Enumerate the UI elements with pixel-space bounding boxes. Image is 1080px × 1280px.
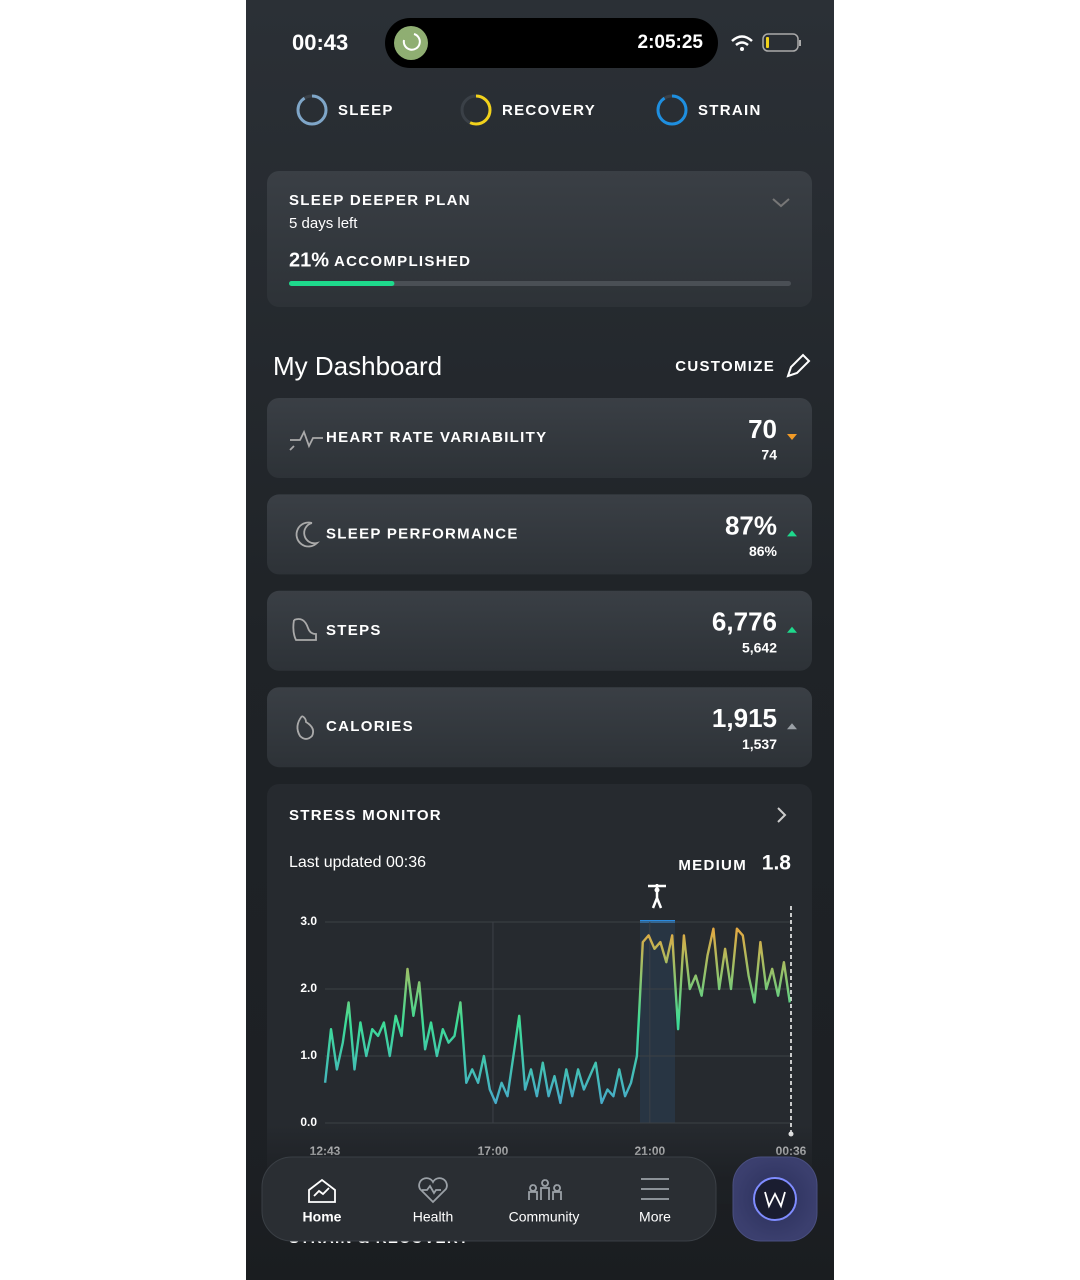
metric-name: HEART RATE VARIABILITY xyxy=(326,429,547,446)
metric-card[interactable] xyxy=(267,398,812,478)
stress-line xyxy=(323,927,791,1105)
metric-card[interactable] xyxy=(267,494,812,575)
tab-label[interactable]: SLEEP xyxy=(338,102,394,119)
metric-value: 1,915 xyxy=(712,703,777,733)
metric-baseline: 5,642 xyxy=(742,640,777,656)
metric-name: STEPS xyxy=(326,622,382,639)
nav-label[interactable]: Home xyxy=(303,1209,342,1225)
timer: 2:05:25 xyxy=(638,32,704,53)
battery-level xyxy=(766,37,769,48)
stress-card[interactable] xyxy=(267,784,812,1204)
plan-percent: 21% xyxy=(289,249,329,271)
trend-arrow xyxy=(787,626,797,633)
wifi-icon xyxy=(731,35,753,47)
nav-icon[interactable] xyxy=(308,1178,336,1203)
wifi-dot xyxy=(740,47,744,51)
phone-screen: 00:43 2:05:25 SLEEP RECOVERY STRAIN SLEEP DEE… xyxy=(246,0,834,1280)
trend-arrow xyxy=(787,530,797,537)
workout-icon-head xyxy=(654,887,660,893)
nav-icon[interactable] xyxy=(418,1177,448,1204)
y-tick-label: 3.0 xyxy=(300,914,317,928)
chevron-down xyxy=(772,198,790,208)
stress-updated: Last updated 00:36 xyxy=(289,854,426,871)
dynamic-island xyxy=(385,18,718,68)
nav-icon[interactable] xyxy=(528,1179,562,1200)
metric-value: 70 xyxy=(748,414,777,444)
app-icon xyxy=(394,26,428,60)
assistant-ring xyxy=(753,1177,797,1221)
metric-name: SLEEP PERFORMANCE xyxy=(326,525,519,542)
y-tick-label: 1.0 xyxy=(300,1048,317,1062)
nav-label[interactable]: Health xyxy=(413,1209,453,1225)
tab-label[interactable]: STRAIN xyxy=(698,102,762,119)
clock: 00:43 xyxy=(292,30,348,55)
workout-band xyxy=(640,922,675,1123)
assistant-glyph xyxy=(764,1191,786,1209)
app-icon-glyph xyxy=(402,33,421,51)
nav-bar xyxy=(261,1156,717,1242)
metric-icon xyxy=(296,715,315,740)
plan-subtitle: 5 days left xyxy=(289,215,358,232)
metric-name: CALORIES xyxy=(326,718,414,735)
content: 00:43 2:05:25 SLEEP RECOVERY STRAIN SLEEP DEE… xyxy=(246,18,834,1280)
progress-track xyxy=(289,281,791,286)
metric-value: 6,776 xyxy=(712,607,777,637)
metric-card[interactable] xyxy=(267,590,812,671)
trend-arrow xyxy=(787,723,797,730)
metric-card[interactable] xyxy=(267,687,812,768)
tab-ring[interactable] xyxy=(656,94,688,126)
tab-label[interactable]: RECOVERY xyxy=(502,102,596,119)
metric-value: 87% xyxy=(725,510,777,540)
nav-label[interactable]: More xyxy=(639,1209,671,1225)
metric-baseline: 1,537 xyxy=(742,736,777,752)
metric-icon xyxy=(295,521,320,548)
nav-icon[interactable] xyxy=(641,1178,669,1200)
trend-arrow xyxy=(787,434,797,440)
chevron-right xyxy=(777,807,787,823)
metric-baseline: 86% xyxy=(749,543,778,559)
y-tick-label: 2.0 xyxy=(300,981,317,995)
pencil-icon xyxy=(786,353,811,378)
tab-ring[interactable] xyxy=(296,94,328,126)
metric-baseline: 74 xyxy=(761,447,777,463)
plan-status: ACCOMPLISHED xyxy=(334,253,471,270)
tab-ring[interactable] xyxy=(460,94,492,126)
battery-tip xyxy=(799,40,801,46)
stress-title: STRESS MONITOR xyxy=(289,807,442,824)
stress-level: MEDIUM xyxy=(678,857,747,874)
plan-card[interactable] xyxy=(267,171,812,307)
battery xyxy=(762,33,799,52)
metric-icon xyxy=(289,429,323,451)
progress-fill xyxy=(289,281,395,286)
nav-label[interactable]: Community xyxy=(509,1209,580,1225)
stress-score: 1.8 xyxy=(762,852,792,875)
customize-button[interactable]: CUSTOMIZE xyxy=(675,358,775,375)
plan-title: SLEEP DEEPER PLAN xyxy=(289,192,471,209)
dashboard-title: My Dashboard xyxy=(273,351,442,381)
metric-icon xyxy=(292,618,317,641)
